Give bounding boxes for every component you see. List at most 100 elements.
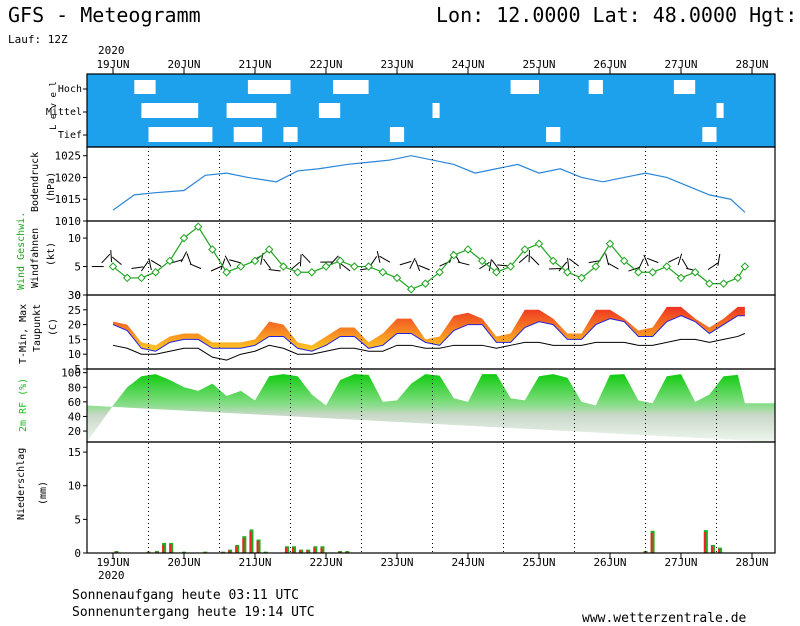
- wind-barb: [568, 258, 569, 270]
- cloud-clear-patch: [433, 103, 440, 118]
- wind-barb: [531, 257, 539, 265]
- precip-convective-bar: [257, 541, 259, 553]
- cloud-clear-patch: [141, 103, 198, 118]
- precip-ylabel: Niederschlag: [16, 448, 27, 520]
- y-tick-label: 15: [68, 333, 81, 346]
- cloud-clear-patch: [149, 127, 213, 142]
- wind-barb: [131, 267, 143, 269]
- wind-barb: [149, 258, 151, 270]
- y-tick-label: 20: [68, 425, 81, 438]
- wind-barb: [269, 270, 281, 271]
- cloud-ylabel: Wolken (%): [34, 80, 45, 140]
- pressure-unit-label: (hPa): [46, 172, 57, 202]
- wind-speed-point: [337, 257, 344, 264]
- cloud-clear-patch: [546, 127, 560, 142]
- precip-convective-bar: [249, 531, 251, 553]
- precip-convective-bar: [235, 546, 237, 553]
- cloud-clear-patch: [283, 127, 297, 142]
- precip-convective-bar: [718, 549, 720, 553]
- dewpoint-line: [113, 333, 745, 360]
- precip-convective-bar: [285, 548, 287, 553]
- wind-barb: [682, 259, 688, 269]
- wind-speed-point: [379, 269, 386, 276]
- rh-ylabel: 2m RF (%): [18, 378, 29, 432]
- wind-barb: [264, 259, 271, 269]
- wind-speed-point: [351, 263, 358, 270]
- x-tick-label: 20JUN: [167, 556, 200, 569]
- wind-barb: [419, 265, 430, 269]
- x-tick-label-top: 21JUN: [238, 58, 271, 71]
- wind-barb: [377, 251, 380, 263]
- dewpoint-ylabel: Taupunkt: [32, 304, 43, 352]
- wind-barb: [190, 264, 201, 269]
- panel-frame: [87, 147, 775, 221]
- cloud-ylabel-level: L e v e l: [49, 81, 59, 130]
- wind-barb: [668, 257, 679, 262]
- wind-speed-ylabel: Wind Geschwi.: [16, 212, 27, 290]
- y-tick-label: 20: [68, 319, 81, 332]
- precip-convective-bar: [169, 544, 171, 553]
- wind-barb: [141, 261, 148, 271]
- wind-speed-point: [720, 280, 727, 287]
- wind-speed-point: [237, 263, 244, 270]
- x-tick-label: 21JUN: [238, 556, 271, 569]
- x-tick-label: 26JUN: [593, 556, 626, 569]
- pressure-ylabel: Bodendruck: [30, 152, 41, 212]
- wind-barb: [229, 260, 241, 263]
- cloud-clear-patch: [717, 103, 724, 118]
- wind-barb: [300, 254, 301, 266]
- x-tick-label: 28JUN: [735, 556, 768, 569]
- y-tick-label: 80: [68, 381, 81, 394]
- cloud-clear-patch: [702, 127, 716, 142]
- wind-barb: [181, 251, 186, 262]
- wind-barb: [647, 258, 658, 262]
- y-tick-label: 25: [68, 304, 81, 317]
- y-tick-label: 1015: [55, 193, 82, 206]
- wind-speed-point: [294, 269, 301, 276]
- temperature-range-area: [113, 307, 745, 351]
- wind-speed-point: [138, 274, 145, 281]
- wind-speed-line: [113, 227, 745, 290]
- y-tick-label: 5: [74, 513, 81, 526]
- x-tick-label-top: 26JUN: [593, 58, 626, 71]
- x-tick-label: 25JUN: [522, 556, 555, 569]
- precip-unit-label: (mm): [38, 481, 49, 505]
- precip-convective-bar: [162, 545, 164, 553]
- y-tick-label: 10: [68, 232, 81, 245]
- cloud-clear-patch: [333, 80, 369, 94]
- wind-speed-point: [322, 263, 329, 270]
- panel-frame: [87, 221, 775, 295]
- wind-barb: [718, 254, 720, 266]
- cloud-clear-patch: [248, 80, 291, 94]
- wind-barb: [400, 261, 411, 265]
- panel-frame: [87, 442, 775, 553]
- y-tick-label: 15: [68, 446, 81, 459]
- y-tick-label: 100: [61, 367, 81, 380]
- wind-speed-point: [649, 269, 656, 276]
- cloud-clear-patch: [134, 80, 155, 94]
- precip-convective-bar: [704, 532, 706, 553]
- y-tick-label: 60: [68, 396, 81, 409]
- precip-convective-bar: [320, 548, 322, 553]
- precip-convective-bar: [242, 538, 244, 553]
- rh-area: [87, 374, 775, 442]
- wind-speed-point: [308, 269, 315, 276]
- wind-barb: [458, 262, 470, 265]
- y-tick-label: 30: [68, 289, 81, 302]
- wind-barb: [102, 254, 110, 263]
- y-tick-label: 1025: [55, 150, 82, 163]
- x-tick-label-top: 19JUN: [96, 58, 129, 71]
- cloud-level-label: Hoch: [58, 84, 82, 95]
- wind-speed-point: [741, 263, 748, 270]
- wind-speed-point: [209, 246, 216, 253]
- wind-barb: [638, 259, 643, 270]
- wind-barb: [225, 256, 231, 267]
- x-tick-label-top: 28JUN: [735, 58, 768, 71]
- pressure-series-line: [113, 156, 745, 213]
- cloud-clear-patch: [674, 80, 695, 94]
- y-tick-label: 0: [74, 547, 81, 560]
- wind-unit-label: (kt): [46, 242, 57, 266]
- x-tick-label: 23JUN: [380, 556, 413, 569]
- wind-barb: [302, 254, 310, 263]
